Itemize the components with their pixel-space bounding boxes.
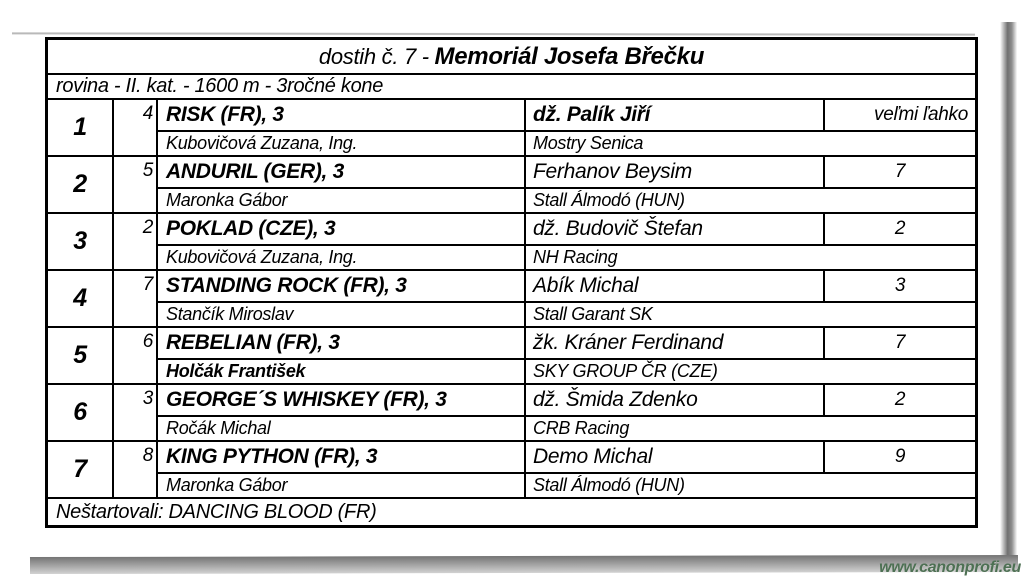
result-margin: veľmi ľahko (823, 100, 975, 132)
horse-name: RISK (FR), 3 (158, 100, 524, 132)
jockey-name: dž. Šmida Zdenko (524, 385, 823, 417)
trainer-name: Kubovičová Zuzana, Ing. (166, 247, 358, 267)
horse-name: GEORGE´S WHISKEY (FR), 3 (158, 385, 524, 417)
owner-name: Stall Álmodó (HUN) (524, 474, 975, 497)
page-edge-shadow-right (1000, 22, 1017, 558)
results-rows: 1 4 RISK (FR), 3 dž. Palík Jiří veľmi ľa… (48, 100, 975, 499)
start-number: 6 (114, 328, 158, 383)
owner-name: CRB Racing (524, 417, 975, 440)
horse-name: STANDING ROCK (FR), 3 (158, 271, 524, 303)
result-row: 1 4 RISK (FR), 3 dž. Palík Jiří veľmi ľa… (48, 100, 975, 157)
finish-position: 2 (48, 157, 114, 212)
race-results-table: dostih č. 7 - Memoriál Josefa Břečku rov… (45, 37, 978, 528)
finish-position: 5 (48, 328, 114, 383)
race-conditions-text: rovina - II. kat. - 1600 m - 3ročné kone (56, 75, 384, 97)
result-row: 6 3 GEORGE´S WHISKEY (FR), 3 dž. Šmida Z… (48, 385, 975, 442)
owner-name: Stall Álmodó (HUN) (524, 189, 975, 212)
result-margin: 2 (823, 214, 975, 246)
non-starters-row: Neštartovali: DANCING BLOOD (FR) (48, 499, 975, 525)
trainer-name: Maronka Gábor (166, 190, 288, 210)
trainer-name: Ročák Michal (166, 418, 271, 438)
race-conditions-row: rovina - II. kat. - 1600 m - 3ročné kone (48, 75, 975, 100)
result-row: 5 6 REBELIAN (FR), 3 žk. Kráner Ferdinan… (48, 328, 975, 385)
finish-position: 6 (48, 385, 114, 440)
owner-name: SKY GROUP ČR (CZE) (524, 360, 975, 383)
horse-name: REBELIAN (FR), 3 (158, 328, 524, 360)
owner-name: Stall Garant SK (524, 303, 975, 326)
result-row: 4 7 STANDING ROCK (FR), 3 Abík Michal 3 … (48, 271, 975, 328)
start-number: 7 (114, 271, 158, 326)
non-starters-text: Neštartovali: DANCING BLOOD (FR) (56, 500, 377, 523)
result-margin: 9 (823, 442, 975, 474)
result-margin: 2 (823, 385, 975, 417)
jockey-name: Demo Michal (524, 442, 823, 474)
race-title-row: dostih č. 7 - Memoriál Josefa Břečku (48, 40, 975, 75)
start-number: 2 (114, 214, 158, 269)
result-row: 7 8 KING PYTHON (FR), 3 Demo Michal 9 Ma… (48, 442, 975, 499)
jockey-name: žk. Kráner Ferdinand (524, 328, 823, 360)
watermark-text: www.canonprofi.eu (879, 559, 1021, 576)
finish-position: 4 (48, 271, 114, 326)
race-number-label: dostih č. 7 - (318, 43, 435, 69)
start-number: 3 (114, 385, 158, 440)
horse-name: ANDURIL (GER), 3 (158, 157, 524, 189)
horse-name: POKLAD (CZE), 3 (158, 214, 524, 246)
jockey-name: dž. Budovič Štefan (524, 214, 823, 246)
jockey-name: Abík Michal (524, 271, 823, 303)
trainer-name: Stančík Miroslav (166, 304, 294, 324)
owner-name: NH Racing (524, 246, 975, 269)
finish-position: 7 (48, 442, 114, 497)
start-number: 5 (114, 157, 158, 212)
start-number: 4 (114, 100, 158, 155)
trainer-name: Maronka Gábor (166, 475, 288, 495)
start-number: 8 (114, 442, 158, 497)
jockey-name: dž. Palík Jiří (524, 100, 823, 132)
horse-name: KING PYTHON (FR), 3 (158, 442, 524, 474)
race-name: Memoriál Josefa Břečku (434, 42, 705, 70)
owner-name: Mostry Senica (524, 132, 975, 155)
result-margin: 3 (823, 271, 975, 303)
result-row: 2 5 ANDURIL (GER), 3 Ferhanov Beysim 7 M… (48, 157, 975, 214)
result-margin: 7 (823, 157, 975, 189)
result-row: 3 2 POKLAD (CZE), 3 dž. Budovič Štefan 2… (48, 214, 975, 271)
result-margin: 7 (823, 328, 975, 360)
trainer-name: Holčák František (166, 361, 306, 381)
jockey-name: Ferhanov Beysim (524, 157, 823, 189)
finish-position: 3 (48, 214, 114, 269)
trainer-name: Kubovičová Zuzana, Ing. (166, 133, 358, 153)
finish-position: 1 (48, 100, 114, 155)
page-edge-top-line (11, 32, 976, 36)
